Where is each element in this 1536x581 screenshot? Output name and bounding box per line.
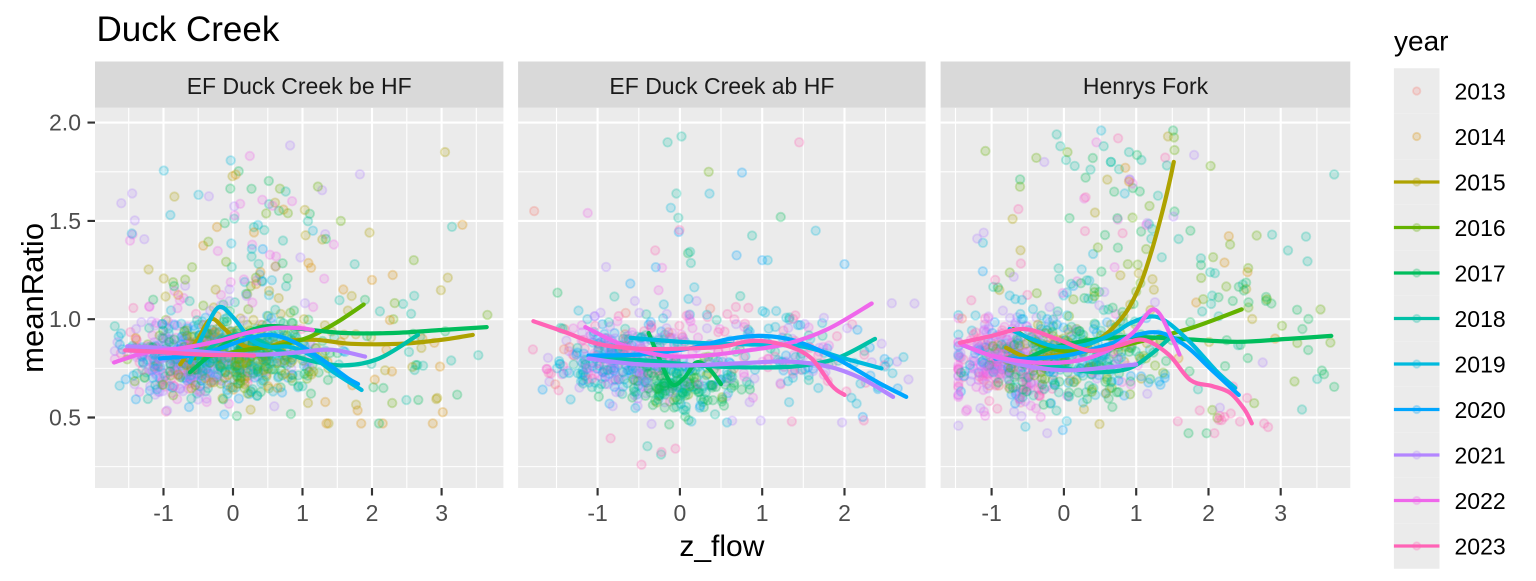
svg-text:1: 1	[756, 500, 769, 526]
svg-text:EF Duck Creek be HF: EF Duck Creek be HF	[187, 73, 412, 99]
svg-text:2022: 2022	[1455, 488, 1506, 514]
svg-text:EF Duck Creek ab HF: EF Duck Creek ab HF	[609, 73, 834, 99]
svg-text:-1: -1	[153, 500, 173, 526]
svg-text:2019: 2019	[1455, 352, 1506, 378]
svg-text:2: 2	[1202, 500, 1215, 526]
svg-text:Duck Creek: Duck Creek	[97, 10, 280, 49]
svg-text:1.0: 1.0	[49, 306, 81, 332]
svg-text:-1: -1	[981, 500, 1001, 526]
svg-text:3: 3	[435, 500, 448, 526]
svg-text:3: 3	[1274, 500, 1287, 526]
svg-text:2: 2	[366, 500, 379, 526]
svg-text:0.5: 0.5	[49, 405, 81, 431]
svg-text:-1: -1	[587, 500, 607, 526]
svg-text:0: 0	[1058, 500, 1071, 526]
svg-text:1: 1	[1130, 500, 1143, 526]
svg-text:2018: 2018	[1455, 306, 1506, 332]
svg-text:0: 0	[227, 500, 240, 526]
svg-text:2: 2	[838, 500, 851, 526]
svg-text:2023: 2023	[1455, 534, 1506, 560]
svg-text:year: year	[1394, 26, 1448, 57]
svg-text:0: 0	[674, 500, 687, 526]
svg-text:2016: 2016	[1455, 215, 1506, 241]
svg-text:2014: 2014	[1455, 124, 1506, 150]
svg-text:2015: 2015	[1455, 170, 1506, 196]
svg-text:2021: 2021	[1455, 443, 1506, 469]
svg-text:2.0: 2.0	[49, 110, 81, 136]
svg-text:2017: 2017	[1455, 261, 1506, 287]
svg-text:2013: 2013	[1455, 79, 1506, 105]
svg-text:1.5: 1.5	[49, 208, 81, 234]
svg-text:meanRatio: meanRatio	[15, 223, 50, 373]
svg-text:2020: 2020	[1455, 397, 1506, 423]
svg-text:Henrys Fork: Henrys Fork	[1083, 73, 1209, 99]
svg-text:1: 1	[296, 500, 309, 526]
svg-text:z_flow: z_flow	[679, 530, 764, 563]
